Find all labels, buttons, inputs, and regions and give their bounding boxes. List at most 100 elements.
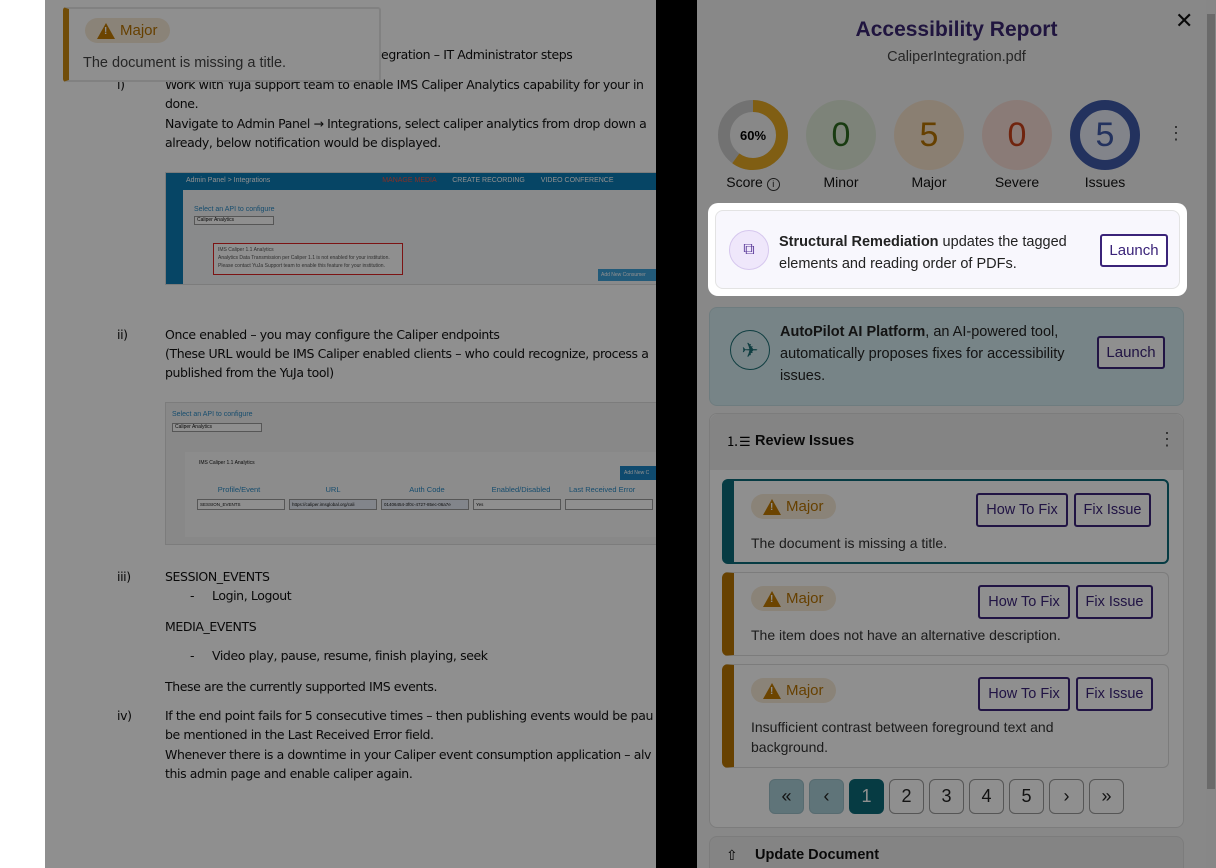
update-document-title[interactable]: Update Document [755,847,880,863]
structural-remediation-card: ⧉ Structural Remediation updates the tag… [715,210,1180,289]
warning-icon [97,22,115,39]
file-name: CaliperIntegration.pdf [887,49,1026,65]
doc-line: (These URL would be IMS Caliper enabled … [165,346,649,361]
structural-desc: updates the tagged elements and reading … [779,234,1067,272]
embedded-screenshot-1: Admin Panel > Integrations MANAGE MEDIA … [165,172,656,285]
autopilot-text: AutoPilot AI Platform, an AI-powered too… [780,321,1090,387]
severity-label: Major [786,590,824,607]
major-count: 5 [894,100,964,170]
doc-line-text: Video play, pause, resume, finish playin… [211,648,488,663]
issue-item[interactable]: Major How To Fix Fix Issue The item does… [722,572,1169,656]
autopilot-desc: , an AI-powered tool, automatically prop… [780,324,1065,384]
shot-breadcrumb: Admin Panel > Integrations [186,177,271,184]
dim-overlay [45,0,1216,868]
major-label: Major [911,174,947,190]
review-issues-title: Review Issues [755,433,855,449]
close-icon[interactable]: ✕ [1175,8,1194,33]
list-marker: ii) [117,327,128,342]
update-document-section: ⇧ Update Document [709,836,1184,868]
next-page-button[interactable]: › [1049,779,1084,814]
shot-select-label: Select an API to configure [172,411,253,418]
shot-table-row: SESSION_EVENTS https://caliper.imsglobal… [197,499,653,510]
warning-icon [763,590,781,607]
shot-select: Caliper Analytics [172,423,262,432]
page-button[interactable]: 5 [1009,779,1044,814]
page-button[interactable]: 3 [929,779,964,814]
shot-cell: https://caliper.imsglobal.org/cali [289,499,377,510]
how-to-fix-button[interactable]: How To Fix [976,493,1068,527]
shot-add-button: Add New Consumer [598,269,656,281]
shot-alert: IMS Caliper 1.1 Analytics Analytics Data… [213,243,403,275]
doc-line: These are the currently supported IMS ev… [165,679,438,694]
page-button-current[interactable]: 1 [849,779,884,814]
shot-cell: SESSION_EVENTS [197,499,285,510]
issue-item[interactable]: Major How To Fix Fix Issue Insufficient … [722,664,1169,768]
shot-nav: CREATE RECORDING [452,177,525,184]
shot-sidebar [166,190,183,284]
first-page-button[interactable]: « [769,779,804,814]
doc-line: If the end point fails for 5 consecutive… [165,708,653,723]
how-to-fix-button[interactable]: How To Fix [978,585,1070,619]
review-issues-header: ⒈☰ Review Issues ⋮ [710,414,1183,470]
severity-badge: Major [751,678,836,703]
doc-line: SESSION_EVENTS [165,569,270,584]
shot-select: Caliper Analytics [194,216,274,225]
severity-label: Major [786,498,824,515]
list-marker: i) [117,77,125,92]
doc-line: this admin page and enable caliper again… [165,766,413,781]
upload-icon: ⇧ [726,847,738,863]
structural-launch-button[interactable]: Launch [1100,234,1168,267]
shot-col: Auth Code [409,485,445,494]
how-to-fix-button[interactable]: How To Fix [978,677,1070,711]
severe-count: 0 [982,100,1052,170]
info-icon[interactable]: i [766,178,780,191]
shot-add-button: Add New C [620,466,656,480]
autopilot-launch-button[interactable]: Launch [1097,336,1165,369]
doc-line: Once enabled – you may configure the Cal… [165,327,500,342]
embedded-screenshot-2: Select an API to configure Caliper Analy… [165,402,656,545]
shot-alert-line: Analytics Data Transmission per Caliper … [218,255,390,261]
minor-count: 0 [806,100,876,170]
fix-issue-button[interactable]: Fix Issue [1076,585,1153,619]
scrollbar-thumb[interactable] [1207,14,1215,789]
severity-badge: Major [751,586,836,611]
last-page-button[interactable]: » [1089,779,1124,814]
minor-label: Minor [823,174,859,190]
page-button[interactable]: 2 [889,779,924,814]
shot-section: IMS Caliper 1.1 Analytics Add New C Prof… [185,452,656,537]
issue-message: The document is missing a title. [751,535,948,551]
shot-cell: Yes [473,499,561,510]
shot-cell [565,499,653,510]
prev-page-button[interactable]: ‹ [809,779,844,814]
numbered-list-icon: ⒈☰ [726,434,751,449]
fix-issue-button[interactable]: Fix Issue [1076,677,1153,711]
doc-line-text: Login, Logout [211,588,292,603]
shot-nav: MANAGE MEDIA [382,177,437,184]
severity-label: Major [786,682,824,699]
shot-section-title: IMS Caliper 1.1 Analytics [199,460,255,466]
fix-issue-button[interactable]: Fix Issue [1074,493,1151,527]
shot-col: Last Received Error [569,485,636,494]
page-button[interactable]: 4 [969,779,1004,814]
doc-line: Navigate to Admin Panel → Integrations, … [165,116,647,131]
hierarchy-icon: ⧉ [729,230,769,270]
severe-label: Severe [994,174,1040,190]
scrollbar-track[interactable] [1206,0,1216,868]
doc-line: be mentioned in the Last Received Error … [165,727,434,742]
structural-name: Structural Remediation [779,234,939,250]
shot-select-label: Select an API to configure [194,206,275,213]
severity-label: Major [120,22,158,39]
shot-col: Enabled/Disabled [491,485,551,494]
issue-item[interactable]: Major How To Fix Fix Issue The document … [722,479,1169,564]
doc-line: already, below notification would be dis… [165,135,441,150]
shot-col: URL [325,485,341,494]
issue-message: The item does not have an alternative de… [751,627,1061,643]
shot-alert-line: Please contact YuJa Support team to enab… [218,263,385,269]
severity-badge: Major [751,494,836,519]
score-ring-fill [718,100,788,170]
doc-line: published from the YuJa tool) [165,365,334,380]
tooltip-message: The document is missing a title. [83,55,287,71]
warning-icon [763,682,781,699]
doc-line: - Video play, pause, resume, finish play… [190,648,488,663]
doc-heading: ntegration – IT Administrator steps [369,47,573,62]
